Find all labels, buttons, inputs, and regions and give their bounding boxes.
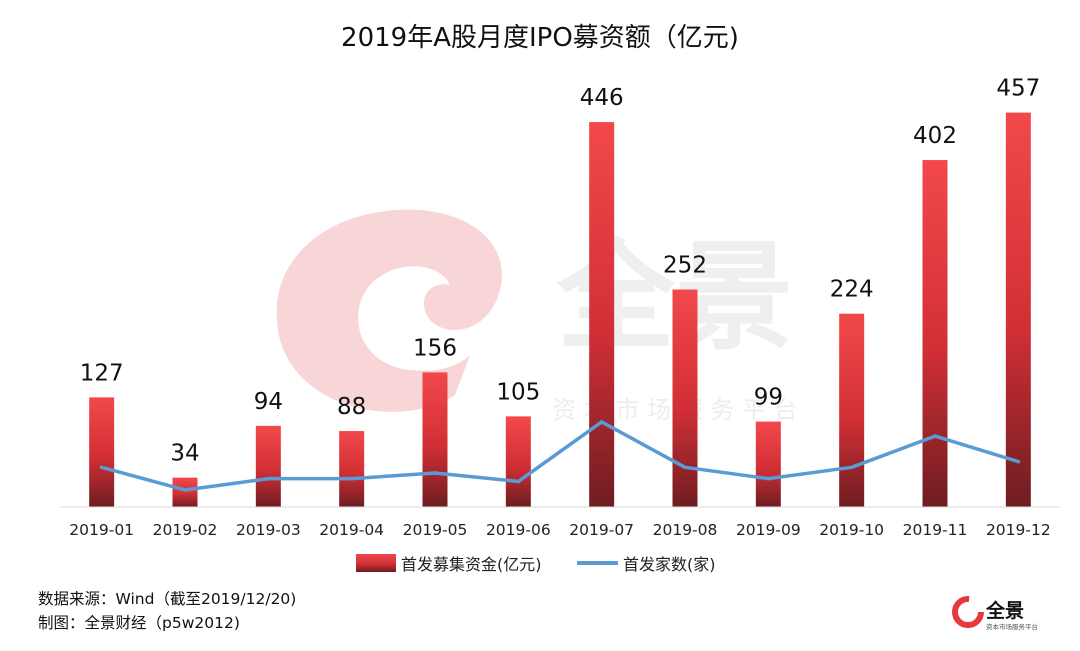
logo-sub: 资本市场服务平台 xyxy=(986,622,1038,631)
chart-title: 2019年A股月度IPO募资额（亿元) xyxy=(341,23,739,53)
data-label-2019-03: 94 xyxy=(254,389,283,415)
legend-bar-label: 首发募集资金(亿元) xyxy=(401,555,542,574)
data-label-2019-05: 156 xyxy=(413,335,457,361)
brand-logo: 全景 资本市场服务平台 xyxy=(952,596,1038,631)
bar-2019-01 xyxy=(89,397,115,507)
bar-2019-02 xyxy=(172,477,198,507)
x-tick-2019-06: 2019-06 xyxy=(486,521,551,539)
line-point-2019-02 xyxy=(183,488,187,492)
x-tick-2019-03: 2019-03 xyxy=(236,521,301,539)
bar-2019-09 xyxy=(755,421,781,507)
bar-2019-08 xyxy=(672,289,698,507)
line-point-2019-12 xyxy=(1016,459,1021,464)
x-tick-2019-05: 2019-05 xyxy=(403,521,468,539)
line-series xyxy=(99,420,1021,492)
line-first-issue-count xyxy=(99,420,1021,492)
bar-2019-07 xyxy=(589,122,615,507)
data-label-2019-04: 88 xyxy=(337,394,366,420)
x-tick-2019-11: 2019-11 xyxy=(903,521,968,539)
x-tick-2019-04: 2019-04 xyxy=(319,521,384,539)
x-tick-2019-09: 2019-09 xyxy=(736,521,801,539)
logo-text: 全景 xyxy=(985,599,1024,622)
bar-2019-10 xyxy=(839,313,865,507)
data-label-2019-11: 402 xyxy=(913,123,957,149)
x-tick-2019-01: 2019-01 xyxy=(69,521,134,539)
bar-2019-11 xyxy=(922,160,948,507)
x-tick-2019-12: 2019-12 xyxy=(986,521,1051,539)
data-label-2019-12: 457 xyxy=(996,76,1040,102)
line-point-2019-08 xyxy=(683,465,687,470)
data-labels: 127 34 94 88 156 105 446 252 99 224 402 457 xyxy=(80,76,1041,467)
line-point-2019-07 xyxy=(599,420,604,424)
line-point-2019-03 xyxy=(266,476,271,481)
author-note: 制图：全景财经（p5w2012) xyxy=(38,614,240,632)
x-tick-2019-10: 2019-10 xyxy=(819,521,884,539)
legend-line-label: 首发家数(家) xyxy=(623,555,716,574)
data-label-2019-07: 446 xyxy=(580,85,624,111)
data-label-2019-01: 127 xyxy=(80,360,124,386)
line-point-2019-06 xyxy=(516,479,521,484)
x-tick-2019-02: 2019-02 xyxy=(153,521,218,539)
bar-2019-03 xyxy=(255,425,281,507)
data-label-2019-08: 252 xyxy=(663,253,707,279)
x-axis: 2019-01 2019-02 2019-03 2019-04 2019-05 2019-… xyxy=(60,506,1060,539)
bar-series xyxy=(89,112,1031,508)
line-point-2019-11 xyxy=(933,434,937,438)
bar-2019-06 xyxy=(505,416,531,507)
logo-swirl-icon xyxy=(952,596,984,628)
watermark-swirl-icon xyxy=(276,209,502,412)
data-label-2019-06: 105 xyxy=(496,379,540,405)
source-note: 数据来源：Wind（截至2019/12/20) xyxy=(38,590,297,608)
x-tick-2019-07: 2019-07 xyxy=(569,521,634,539)
line-point-2019-04 xyxy=(349,476,354,481)
line-point-2019-09 xyxy=(766,476,771,481)
legend: 首发募集资金(亿元) 首发家数(家) xyxy=(356,554,716,574)
bar-2019-12 xyxy=(1005,112,1031,508)
line-point-2019-01 xyxy=(99,465,104,470)
bar-2019-04 xyxy=(339,431,365,507)
x-tick-2019-08: 2019-08 xyxy=(653,521,718,539)
data-label-2019-10: 224 xyxy=(830,277,874,303)
line-point-2019-05 xyxy=(433,471,437,475)
data-label-2019-02: 34 xyxy=(170,441,199,467)
bar-2019-05 xyxy=(422,372,448,507)
legend-bar-swatch xyxy=(356,554,396,572)
data-label-2019-09: 99 xyxy=(754,385,783,411)
line-point-2019-10 xyxy=(849,465,854,470)
